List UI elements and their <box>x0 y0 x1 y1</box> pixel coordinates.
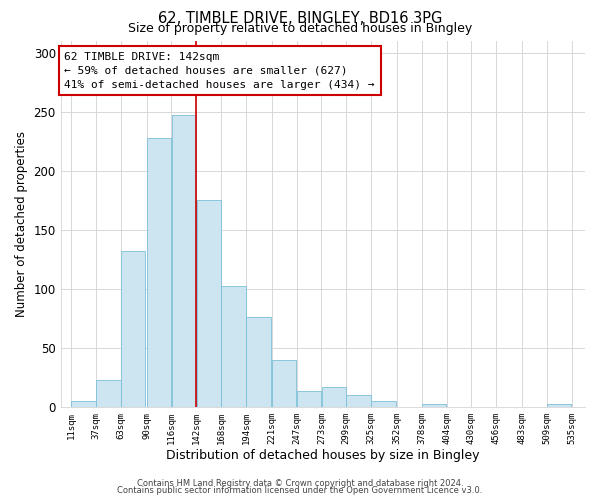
Y-axis label: Number of detached properties: Number of detached properties <box>15 131 28 317</box>
Bar <box>121 251 145 407</box>
Text: 62, TIMBLE DRIVE, BINGLEY, BD16 3PG: 62, TIMBLE DRIVE, BINGLEY, BD16 3PG <box>158 11 442 26</box>
Bar <box>422 404 446 407</box>
Bar <box>346 395 371 407</box>
Text: Size of property relative to detached houses in Bingley: Size of property relative to detached ho… <box>128 22 472 35</box>
Bar <box>246 317 271 407</box>
Bar <box>147 138 171 407</box>
Bar <box>71 401 96 407</box>
Bar <box>221 286 246 407</box>
Bar <box>371 401 395 407</box>
X-axis label: Distribution of detached houses by size in Bingley: Distribution of detached houses by size … <box>166 450 479 462</box>
Text: 62 TIMBLE DRIVE: 142sqm
← 59% of detached houses are smaller (627)
41% of semi-d: 62 TIMBLE DRIVE: 142sqm ← 59% of detache… <box>64 52 375 90</box>
Bar <box>322 387 346 407</box>
Bar <box>297 392 321 407</box>
Bar <box>272 360 296 407</box>
Bar <box>96 380 121 407</box>
Text: Contains public sector information licensed under the Open Government Licence v3: Contains public sector information licen… <box>118 486 482 495</box>
Bar <box>547 404 571 407</box>
Bar <box>197 200 221 407</box>
Text: Contains HM Land Registry data © Crown copyright and database right 2024.: Contains HM Land Registry data © Crown c… <box>137 478 463 488</box>
Bar <box>172 116 196 407</box>
